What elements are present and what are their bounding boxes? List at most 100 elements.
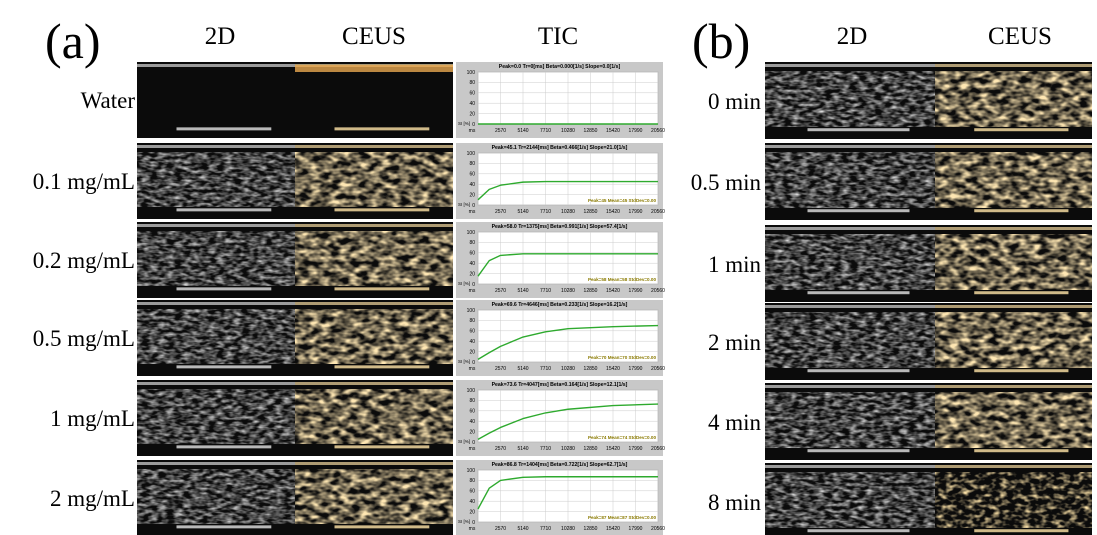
ultrasound-image [935, 383, 1092, 460]
y-tick-label: 20 [469, 429, 475, 435]
bottom-wall [334, 525, 430, 529]
x-tick-label: 2570 [495, 446, 506, 452]
x-tick-label: 10280 [561, 446, 575, 452]
bottom-wall [974, 209, 1069, 213]
ultrasound-image [765, 303, 935, 380]
chart-header: Peak=73.6 Tr=4047[ms] Beta=0.164[1/s] Sl… [492, 382, 628, 388]
row-label: 0.5 min [691, 170, 762, 195]
chart-footer: Peak=45 Mean=45 StdDev=0.00 [588, 198, 657, 203]
row-label: 4 min [708, 410, 762, 435]
x-tick-label: 12850 [584, 128, 598, 134]
chart-footer: Peak=58 Mean=58 StdDev=0.00 [588, 277, 657, 282]
row-label: 0.1 mg/mL [33, 169, 135, 194]
y-tick-label: 100 [467, 151, 476, 157]
x-tick-label: 7710 [540, 288, 551, 294]
speckle [765, 472, 935, 528]
x-tick-label: 20560 [651, 446, 665, 452]
image-background [137, 62, 295, 138]
x-tick-label: 7710 [540, 366, 551, 372]
ultrasound-image [137, 380, 295, 456]
top-wall [765, 385, 935, 388]
ultrasound-image [765, 463, 935, 535]
bottom-wall [807, 128, 910, 132]
x-tick-label: 10280 [561, 366, 575, 372]
bottom-wall [334, 365, 430, 369]
y-axis-label: SI [%] [458, 439, 470, 444]
x-tick-label: 15420 [606, 366, 620, 372]
ultrasound-image [765, 225, 935, 302]
x-tick-label: 17990 [629, 288, 643, 294]
ultrasound-image [765, 383, 935, 460]
bottom-wall [974, 291, 1069, 295]
x-tick-label: 20560 [651, 128, 665, 134]
x-tick-label: 17990 [629, 128, 643, 134]
top-wall [765, 64, 935, 67]
y-axis-label: SI [%] [458, 121, 470, 126]
y-tick-label: 40 [469, 499, 475, 505]
y-tick-label: 40 [469, 339, 475, 345]
top-wall [935, 385, 1092, 388]
y-tick-label: 100 [467, 230, 476, 236]
x-tick-label: ms [469, 526, 476, 532]
y-axis-label: SI [%] [458, 359, 470, 364]
bottom-wall [176, 127, 272, 131]
tic-curve [477, 253, 658, 277]
chart-footer: Peak=70 Mean=70 StdDev=0.00 [588, 355, 657, 360]
bottom-wall [974, 369, 1069, 373]
y-tick-label: 0 [472, 203, 475, 209]
column-header: 2D [837, 23, 868, 50]
speckle [295, 389, 453, 444]
top-wall [935, 145, 1092, 148]
top-wall [935, 465, 1092, 468]
tic-chart: Peak=69.6 Tr=4646[ms] Beta=0.233[1/s] Sl… [456, 300, 665, 376]
ultrasound-image [935, 225, 1092, 302]
panel-label: (a) [45, 13, 101, 69]
y-tick-label: 80 [469, 80, 475, 86]
speckle [935, 472, 1092, 528]
y-tick-label: 100 [467, 70, 476, 76]
x-tick-label: ms [469, 209, 476, 215]
y-tick-label: 0 [472, 520, 475, 526]
y-tick-label: 0 [472, 440, 475, 446]
tic-chart: Peak=58.0 Tr=1375[ms] Beta=0.991[1/s] Sl… [456, 222, 665, 298]
row-label: 2 mg/mL [50, 486, 135, 511]
content: Water 0.1 mg/mL 0.2 mg/mL 0.5 mg/mL 1 mg/mL 2… [33, 62, 1092, 535]
y-tick-label: 20 [469, 111, 475, 117]
top-wall [137, 382, 295, 385]
bottom-wall [807, 291, 910, 295]
x-tick-label: 20560 [651, 366, 665, 372]
ultrasound-image [935, 463, 1092, 535]
chart-footer: Peak=87 Mean=87 StdDev=0.00 [588, 515, 657, 520]
y-tick-label: 60 [469, 409, 475, 415]
speckle [765, 152, 935, 208]
speckle [137, 231, 295, 286]
x-tick-label: 12850 [584, 209, 598, 215]
y-tick-label: 60 [469, 489, 475, 495]
speckle [765, 234, 935, 290]
bottom-wall [807, 209, 910, 213]
bottom-wall [176, 287, 272, 291]
y-tick-label: 60 [469, 91, 475, 97]
top-wall [295, 224, 453, 227]
tic-curve [477, 403, 659, 441]
top-wall [137, 462, 295, 465]
ultrasound-image [295, 222, 453, 298]
x-tick-label: 2570 [495, 209, 506, 215]
x-tick-label: 20560 [651, 209, 665, 215]
y-tick-label: 80 [469, 398, 475, 404]
x-tick-label: 17990 [629, 366, 643, 372]
bottom-wall [176, 208, 272, 212]
x-tick-label: 5140 [517, 209, 528, 215]
ultrasound-image [765, 143, 935, 220]
bottom-wall [974, 128, 1069, 132]
bottom-wall [334, 445, 430, 449]
top-wall [765, 145, 935, 148]
chart-header: Peak=45.1 Tr=2144[ms] Beta=0.466[1/s] Sl… [492, 145, 628, 151]
speckle [295, 469, 453, 524]
speckle [935, 392, 1092, 448]
ultrasound-image [935, 303, 1092, 380]
top-wall [765, 305, 935, 308]
x-tick-label: 5140 [517, 526, 528, 532]
top-wall [765, 227, 935, 230]
y-tick-label: 20 [469, 509, 475, 515]
